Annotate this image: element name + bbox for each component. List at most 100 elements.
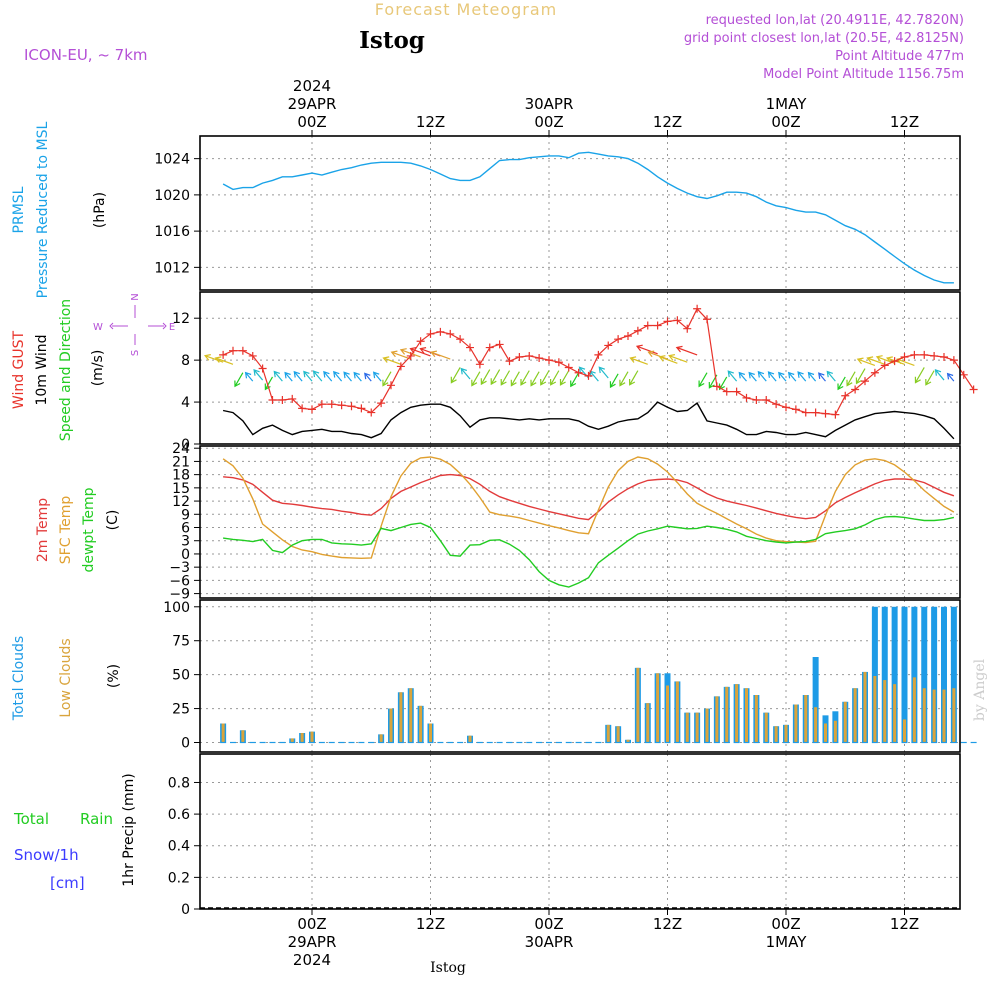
clouds-y-axis: 0 25 50 75 100 bbox=[163, 600, 200, 752]
gust-marker bbox=[495, 340, 504, 349]
wind-arrow bbox=[727, 370, 738, 382]
y-tick-label: 1016 bbox=[154, 224, 190, 240]
wind-arrow bbox=[778, 371, 787, 382]
gust-marker bbox=[959, 370, 968, 379]
compass-east: E bbox=[169, 322, 175, 333]
y-tick-label: 0.4 bbox=[168, 839, 190, 855]
low-clouds-bar bbox=[824, 723, 827, 743]
y-tick-label: 0 bbox=[181, 547, 190, 563]
gust-marker bbox=[545, 356, 553, 365]
gust-marker bbox=[475, 360, 484, 369]
pressure-panel: PRMSL Pressure Reduced to MSL (hPa) 1012… bbox=[11, 121, 960, 298]
low-clouds-bar bbox=[300, 733, 304, 743]
gust-marker bbox=[949, 356, 958, 365]
wind-series bbox=[219, 304, 978, 440]
wind-arrow bbox=[647, 350, 668, 360]
gust-marker bbox=[219, 350, 228, 359]
low-clouds-bar bbox=[715, 696, 719, 743]
gust-marker bbox=[466, 343, 474, 352]
low-clouds-bar bbox=[814, 707, 818, 743]
low-clouds-bar bbox=[616, 726, 620, 743]
total-clouds-bar bbox=[931, 606, 938, 743]
y-tick-label: 25 bbox=[172, 702, 190, 718]
total-clouds-bar bbox=[881, 606, 888, 743]
gust-marker bbox=[663, 317, 672, 326]
wind-arrow bbox=[520, 370, 530, 386]
panel-frame bbox=[199, 291, 961, 445]
wind-arrow bbox=[846, 371, 856, 387]
gust-marker bbox=[900, 352, 909, 361]
temp-dewpt-line bbox=[223, 515, 955, 588]
wind-direction-arrows bbox=[203, 344, 955, 391]
low-clouds-bar bbox=[883, 680, 887, 743]
wind-arrow bbox=[757, 370, 767, 382]
precip-total-label: Total bbox=[13, 810, 49, 828]
wind-arrow bbox=[460, 367, 471, 380]
y-tick-label: −9 bbox=[169, 587, 190, 603]
time-label: 12Z bbox=[416, 915, 445, 933]
wind-arrow bbox=[203, 354, 224, 363]
temp-2m-line bbox=[223, 473, 955, 521]
wind-gust-line bbox=[222, 307, 975, 416]
low-clouds-bar bbox=[419, 705, 423, 743]
gust-marker bbox=[791, 405, 800, 414]
wind-arrow bbox=[748, 371, 757, 382]
wind-arrow bbox=[214, 356, 234, 365]
model-label: ICON-EU, ~ 7km bbox=[24, 46, 148, 64]
gust-marker bbox=[278, 395, 287, 404]
pressure-label-description: Pressure Reduced to MSL bbox=[35, 121, 51, 298]
clouds-panel-labels: Total Clouds Low Clouds (%) bbox=[11, 636, 122, 721]
gust-marker bbox=[387, 381, 395, 390]
low-clouds-bar bbox=[912, 677, 916, 743]
gust-marker bbox=[683, 324, 692, 333]
gust-marker bbox=[248, 351, 257, 360]
watermark: by Angel bbox=[972, 658, 988, 721]
point-altitude: Point Altitude 477m bbox=[835, 49, 964, 64]
gust-marker bbox=[337, 401, 346, 410]
y-tick-label: 0.6 bbox=[168, 807, 190, 823]
wind-arrow bbox=[668, 354, 688, 363]
y-tick-label: 1020 bbox=[154, 188, 190, 204]
gust-marker bbox=[851, 385, 860, 394]
y-tick-label: 15 bbox=[172, 481, 190, 497]
y-tick-label: 1012 bbox=[154, 260, 190, 276]
time-label: 12Z bbox=[890, 915, 919, 933]
temperature-grid bbox=[200, 446, 960, 598]
panel-frame bbox=[199, 753, 961, 910]
low-clouds-bar bbox=[804, 695, 808, 743]
panel-frame bbox=[199, 445, 961, 599]
low-clouds-bar bbox=[379, 734, 383, 743]
gust-marker bbox=[880, 361, 889, 370]
wind-arrow bbox=[658, 355, 678, 364]
wind-arrow bbox=[500, 370, 511, 386]
precip-snow-label: Snow/1h bbox=[14, 846, 79, 864]
wind-arrow bbox=[807, 371, 817, 382]
gust-marker bbox=[436, 327, 445, 336]
wind-arrow bbox=[480, 369, 491, 386]
low-clouds-bar bbox=[675, 681, 679, 743]
y-tick-label: 50 bbox=[172, 668, 190, 684]
gust-marker bbox=[910, 350, 919, 359]
temp-sfc-label: SFC Temp bbox=[58, 496, 74, 565]
gust-marker bbox=[367, 408, 376, 417]
wind-arrow bbox=[234, 372, 244, 388]
gust-marker bbox=[505, 357, 514, 366]
time-label: 2024 bbox=[293, 951, 331, 969]
gust-marker bbox=[624, 332, 632, 341]
wind-arrow bbox=[675, 345, 698, 356]
panel-frames bbox=[199, 130, 961, 915]
compass-west: W bbox=[93, 322, 103, 333]
low-clouds-bar bbox=[241, 730, 245, 743]
wind-arrow bbox=[718, 376, 728, 391]
gust-marker bbox=[308, 405, 316, 414]
wind-arrow bbox=[570, 372, 580, 388]
gust-marker bbox=[317, 400, 326, 409]
gust-marker bbox=[535, 354, 544, 363]
wind-arrow bbox=[530, 371, 540, 387]
wind-arrow bbox=[293, 370, 303, 382]
low-clouds-bar bbox=[853, 688, 857, 743]
precip-y-axis: 0 0.2 0.4 0.6 0.8 bbox=[168, 775, 200, 918]
gust-marker bbox=[258, 364, 267, 373]
gust-marker bbox=[811, 408, 820, 417]
